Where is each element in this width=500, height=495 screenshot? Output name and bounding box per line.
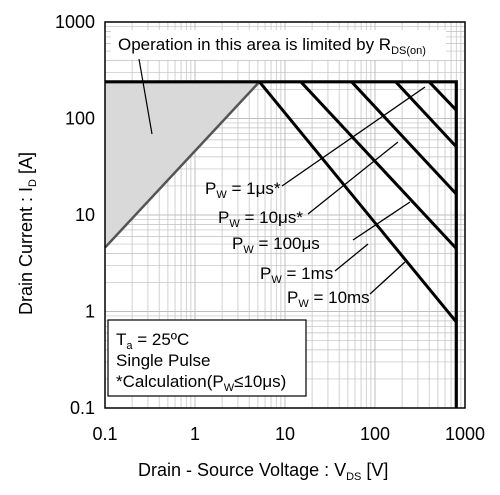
y-tick-label: 0.1 — [70, 398, 95, 418]
pulse-curve-0 — [428, 80, 458, 112]
temperature-label: Ta = 25ºC — [116, 330, 189, 352]
pulse-label-2: PW = 100μs — [232, 234, 320, 256]
plot-frame — [104, 21, 466, 409]
y-tick-label: 1 — [85, 302, 95, 322]
pulse-leader-2 — [352, 201, 411, 241]
limit-boundary — [105, 80, 458, 408]
y-axis-title: Drain Current : ID [A] — [16, 152, 39, 315]
x-tick-label: 0.1 — [92, 424, 117, 444]
conditions-box: Ta = 25ºC Single Pulse *Calculation(PW≤1… — [107, 319, 307, 397]
pulse-curve-1 — [394, 80, 458, 148]
pulse-label-4: PW = 10ms — [287, 288, 370, 310]
x-tick-label: 10 — [275, 424, 295, 444]
pulse-leader-0 — [281, 86, 426, 187]
y-tick-label: 10 — [75, 205, 95, 225]
pulse-label-3: PW = 1ms — [260, 264, 333, 286]
x-tick-label: 100 — [360, 424, 390, 444]
pulse-curve-4 — [258, 80, 458, 323]
x-tick-label: 1 — [190, 424, 200, 444]
pulse-curves — [105, 80, 458, 408]
x-axis-title: Drain - Source Voltage : VDS [V] — [138, 460, 388, 483]
region-annotation-pointer — [138, 58, 153, 135]
pulse-leader-4 — [369, 261, 406, 295]
calculation-note: *Calculation(PW≤10μs) — [116, 372, 286, 394]
y-tick-label: 1000 — [55, 12, 95, 32]
pulse-type-label: Single Pulse — [116, 351, 211, 370]
y-tick-label: 100 — [65, 109, 95, 129]
x-tick-labels: 0.1 1 10 100 1000 — [92, 424, 485, 444]
region-annotation: Operation in this area is limited by RDS… — [118, 35, 426, 57]
y-tick-labels: 0.1 1 10 100 1000 — [55, 12, 95, 418]
pulse-labels: PW = 1μs* PW = 10μs* PW = 100μs PW = 1msPW … — [205, 86, 426, 310]
pulse-leader-3 — [334, 243, 369, 272]
pulse-leader-1 — [307, 141, 399, 215]
pulse-label-1: PW = 10μs* — [218, 208, 303, 230]
pulse-curve-2 — [350, 80, 458, 196]
pulse-curve-3 — [299, 80, 458, 250]
rds-limit-line — [104, 80, 261, 249]
pulse-label-0: PW = 1μs* — [205, 179, 281, 201]
x-tick-label: 1000 — [445, 424, 485, 444]
region-annotation-box — [111, 30, 446, 60]
